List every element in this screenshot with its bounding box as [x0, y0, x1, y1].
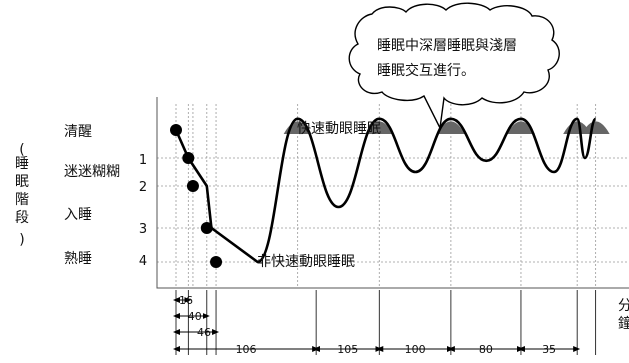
stage-number-3: 3	[139, 222, 147, 237]
interval-label: 35	[542, 343, 556, 356]
stage-number-4: 4	[139, 254, 147, 269]
interval-label: 100	[405, 343, 426, 356]
interval-label: 106	[236, 343, 257, 356]
stage-marker-dot	[200, 222, 213, 234]
stage-label-drowsy: 迷迷糊糊	[64, 164, 120, 180]
stage-marker-dot	[186, 180, 199, 192]
stage-marker-dot	[210, 256, 223, 268]
rem-annotation: 快速動眼睡眠	[297, 121, 381, 137]
y-axis-title: 睡眠階段()	[15, 142, 29, 248]
chart-gridlines	[157, 104, 629, 288]
svg-text:睡眠階段(): 睡眠階段()	[15, 142, 29, 248]
stage-markers	[170, 124, 223, 268]
sleep-stage-curve	[174, 117, 597, 264]
interval-label: 46	[197, 326, 211, 339]
rem-period-fill	[581, 121, 610, 134]
stage-label-awake: 清醒	[64, 124, 92, 140]
speech-bubble: 睡眠中深層睡眠與淺層 睡眠交互進行。	[348, 2, 560, 131]
interval-label: 80	[479, 343, 493, 356]
svg-text:分: 分	[618, 298, 629, 314]
stage-number-2: 2	[139, 180, 147, 195]
interval-label: 40	[188, 310, 202, 323]
stage-marker-dot	[170, 124, 182, 136]
chart-frame	[156, 97, 629, 289]
interval-arrows: 16 40 46 106 105 100 80 35	[173, 290, 597, 356]
x-axis-unit-label: 分 鐘	[618, 298, 629, 332]
nrem-annotation: 非快速動眼睡眠	[257, 254, 355, 270]
stage-label-falling-asleep: 入睡	[64, 207, 92, 223]
stage-label-deep-sleep: 熟睡	[64, 251, 92, 267]
interval-label: 105	[337, 343, 358, 356]
stage-number-1: 1	[139, 153, 147, 168]
svg-text:鐘: 鐘	[618, 315, 629, 332]
bubble-text-line-1: 睡眠中深層睡眠與淺層	[377, 38, 517, 54]
stage-marker-dot	[182, 152, 195, 164]
bubble-text-line-2: 睡眠交互進行。	[377, 62, 475, 79]
interval-label: 16	[179, 294, 193, 307]
